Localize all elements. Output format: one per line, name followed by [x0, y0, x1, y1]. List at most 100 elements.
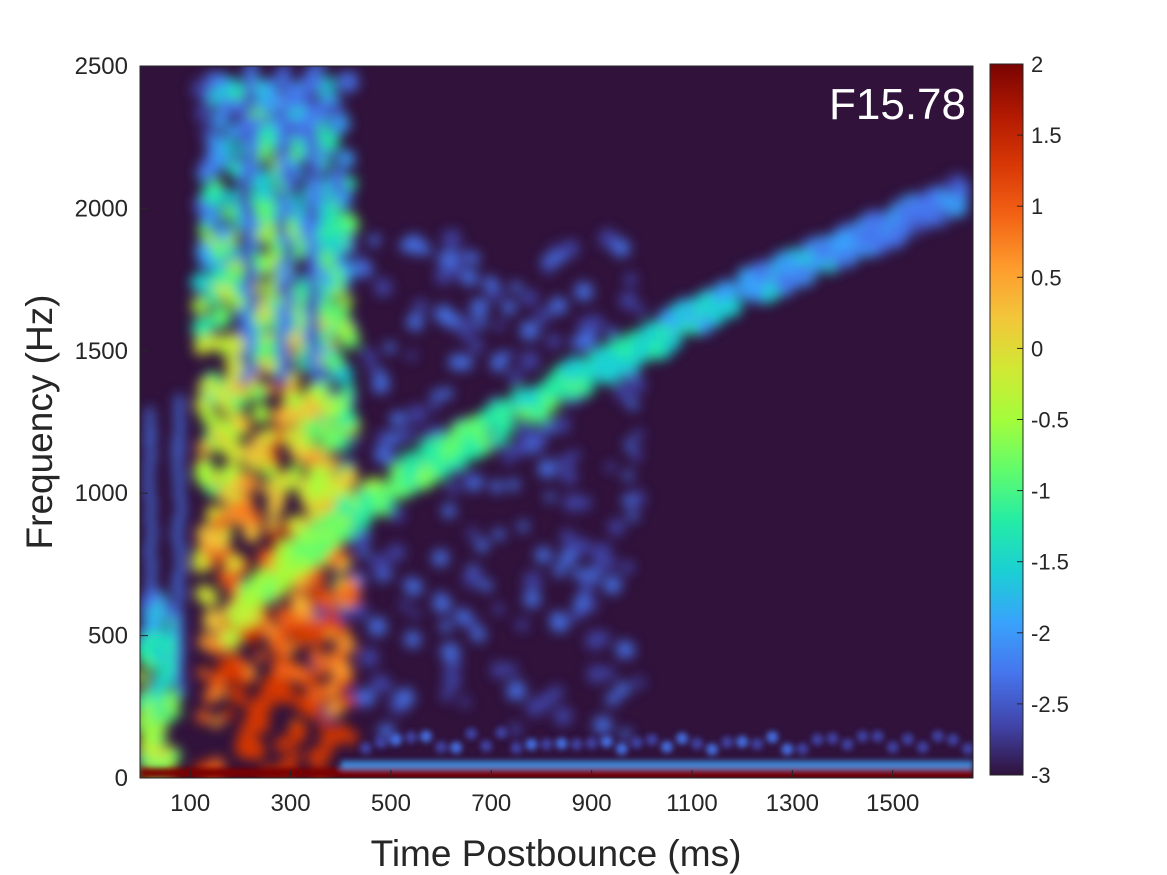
heat-blob	[632, 676, 645, 689]
heat-blob	[358, 547, 370, 560]
colorbar-tick-label: -1	[1031, 479, 1051, 504]
heat-blob	[210, 306, 232, 328]
heat-blob	[544, 492, 555, 503]
heat-blob	[901, 733, 914, 746]
heat-blob	[605, 692, 620, 706]
y-tick-label: 2000	[75, 195, 128, 222]
heat-blob	[480, 580, 493, 592]
heat-blob	[196, 523, 216, 544]
heat-blob	[413, 299, 428, 314]
heat-blob	[351, 437, 362, 448]
heat-blob	[310, 464, 330, 484]
heat-blob	[214, 223, 233, 242]
heat-blob	[490, 479, 504, 494]
heat-blob	[194, 340, 209, 356]
heat-blob	[577, 334, 594, 352]
heat-blob	[288, 336, 301, 349]
heat-blob	[443, 672, 462, 691]
heat-blob	[629, 448, 643, 462]
heat-blob	[610, 336, 631, 357]
heat-blob	[630, 736, 643, 749]
heat-blob	[190, 272, 213, 294]
heat-blob	[325, 234, 346, 255]
heat-blob	[578, 496, 592, 510]
heat-blob	[515, 404, 530, 420]
heat-blob	[549, 244, 562, 257]
heat-blob	[895, 205, 916, 226]
heat-blob	[696, 317, 714, 335]
heat-blob	[145, 406, 154, 415]
heat-blob	[490, 355, 507, 372]
heat-blob	[796, 742, 809, 755]
heat-blob	[635, 305, 647, 317]
y-axis-title: Frequency (Hz)	[19, 295, 60, 550]
heat-blob	[492, 603, 505, 615]
panel-label: F15.78	[829, 80, 966, 129]
heat-blob	[236, 306, 249, 319]
heat-blob	[240, 442, 262, 465]
heat-blob	[196, 440, 212, 456]
heat-blob	[463, 568, 483, 589]
heat-blob	[510, 281, 522, 293]
heat-blob	[549, 297, 567, 315]
heat-blob	[494, 414, 515, 435]
heat-blob	[593, 358, 610, 374]
heat-blob	[339, 468, 359, 488]
heat-blob	[303, 81, 315, 94]
heat-blob	[946, 733, 959, 746]
heat-blob	[826, 732, 839, 745]
heat-blob	[395, 687, 415, 708]
heat-blob	[469, 338, 484, 354]
heat-blob	[264, 382, 277, 395]
heat-blob	[326, 608, 339, 621]
heat-blob	[406, 313, 424, 331]
heat-blob	[462, 415, 485, 438]
x-tick-label: 700	[471, 790, 511, 817]
heat-blob	[615, 742, 628, 755]
heat-blob	[546, 380, 565, 399]
y-tick-label: 0	[115, 765, 128, 792]
heat-blob	[210, 267, 229, 286]
heat-blob	[308, 647, 325, 664]
heat-blob	[560, 467, 578, 485]
heat-blob	[430, 389, 442, 401]
heat-blob	[197, 223, 211, 238]
heat-blob	[195, 241, 213, 259]
heat-blob	[313, 66, 326, 73]
heat-blob	[340, 295, 354, 309]
x-tick-label: 1100	[666, 790, 718, 817]
heat-blob	[197, 633, 216, 651]
heat-blob	[398, 600, 410, 611]
heat-blob	[358, 498, 375, 514]
heat-blob	[587, 664, 606, 684]
x-tick-label: 500	[371, 790, 411, 817]
heat-blob	[367, 616, 388, 637]
heat-blob	[406, 350, 417, 361]
y-tick-label: 1500	[75, 338, 128, 365]
heat-blob	[243, 529, 257, 542]
heat-blob	[194, 466, 214, 486]
heat-blob	[644, 339, 666, 361]
heat-blob	[766, 731, 779, 744]
heat-blob	[389, 410, 406, 428]
heat-blob	[548, 685, 564, 700]
heat-blob	[422, 467, 440, 485]
heat-blob	[781, 743, 794, 756]
heat-blob	[596, 630, 610, 645]
heat-blob	[576, 317, 594, 334]
heat-blob	[300, 620, 317, 637]
heat-blob	[440, 387, 454, 400]
heat-blob	[373, 445, 392, 464]
heat-blob	[152, 732, 167, 747]
heat-blob	[260, 232, 274, 246]
heat-blob	[210, 715, 223, 729]
heat-blob	[223, 425, 239, 441]
heat-blob	[284, 291, 297, 304]
heat-blob	[483, 275, 498, 291]
heat-blob	[272, 551, 293, 572]
heat-blob	[743, 276, 764, 297]
heat-blob	[506, 680, 527, 701]
heat-blob	[561, 239, 580, 258]
heat-blob	[466, 474, 477, 485]
